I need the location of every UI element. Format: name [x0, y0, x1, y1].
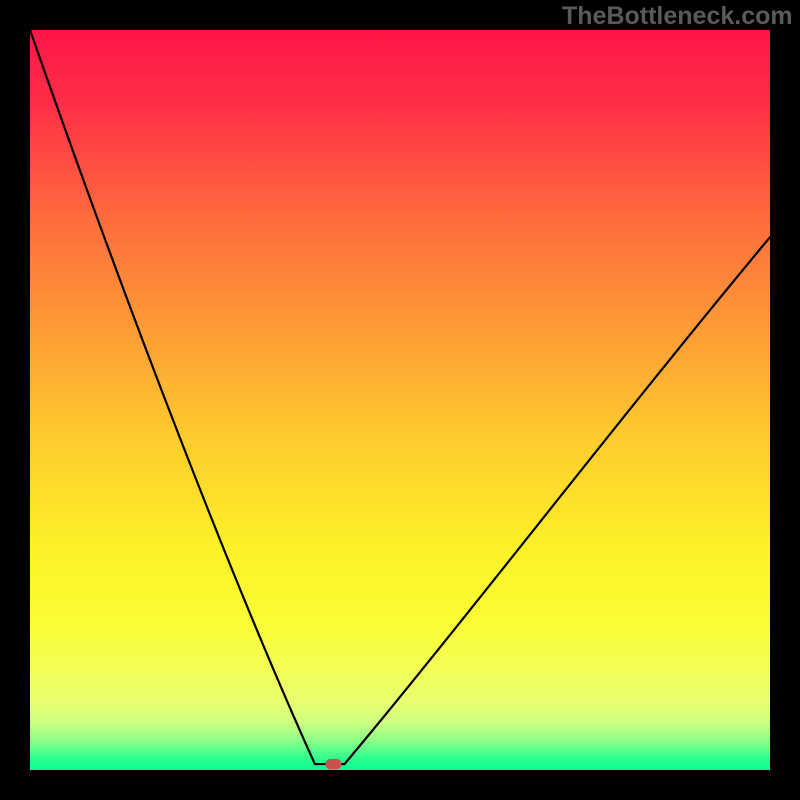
- plot-background: [30, 30, 770, 770]
- optimal-marker: [325, 759, 341, 769]
- watermark-text: TheBottleneck.com: [562, 2, 793, 31]
- chart-svg: [0, 0, 800, 800]
- chart-root: TheBottleneck.com: [0, 0, 800, 800]
